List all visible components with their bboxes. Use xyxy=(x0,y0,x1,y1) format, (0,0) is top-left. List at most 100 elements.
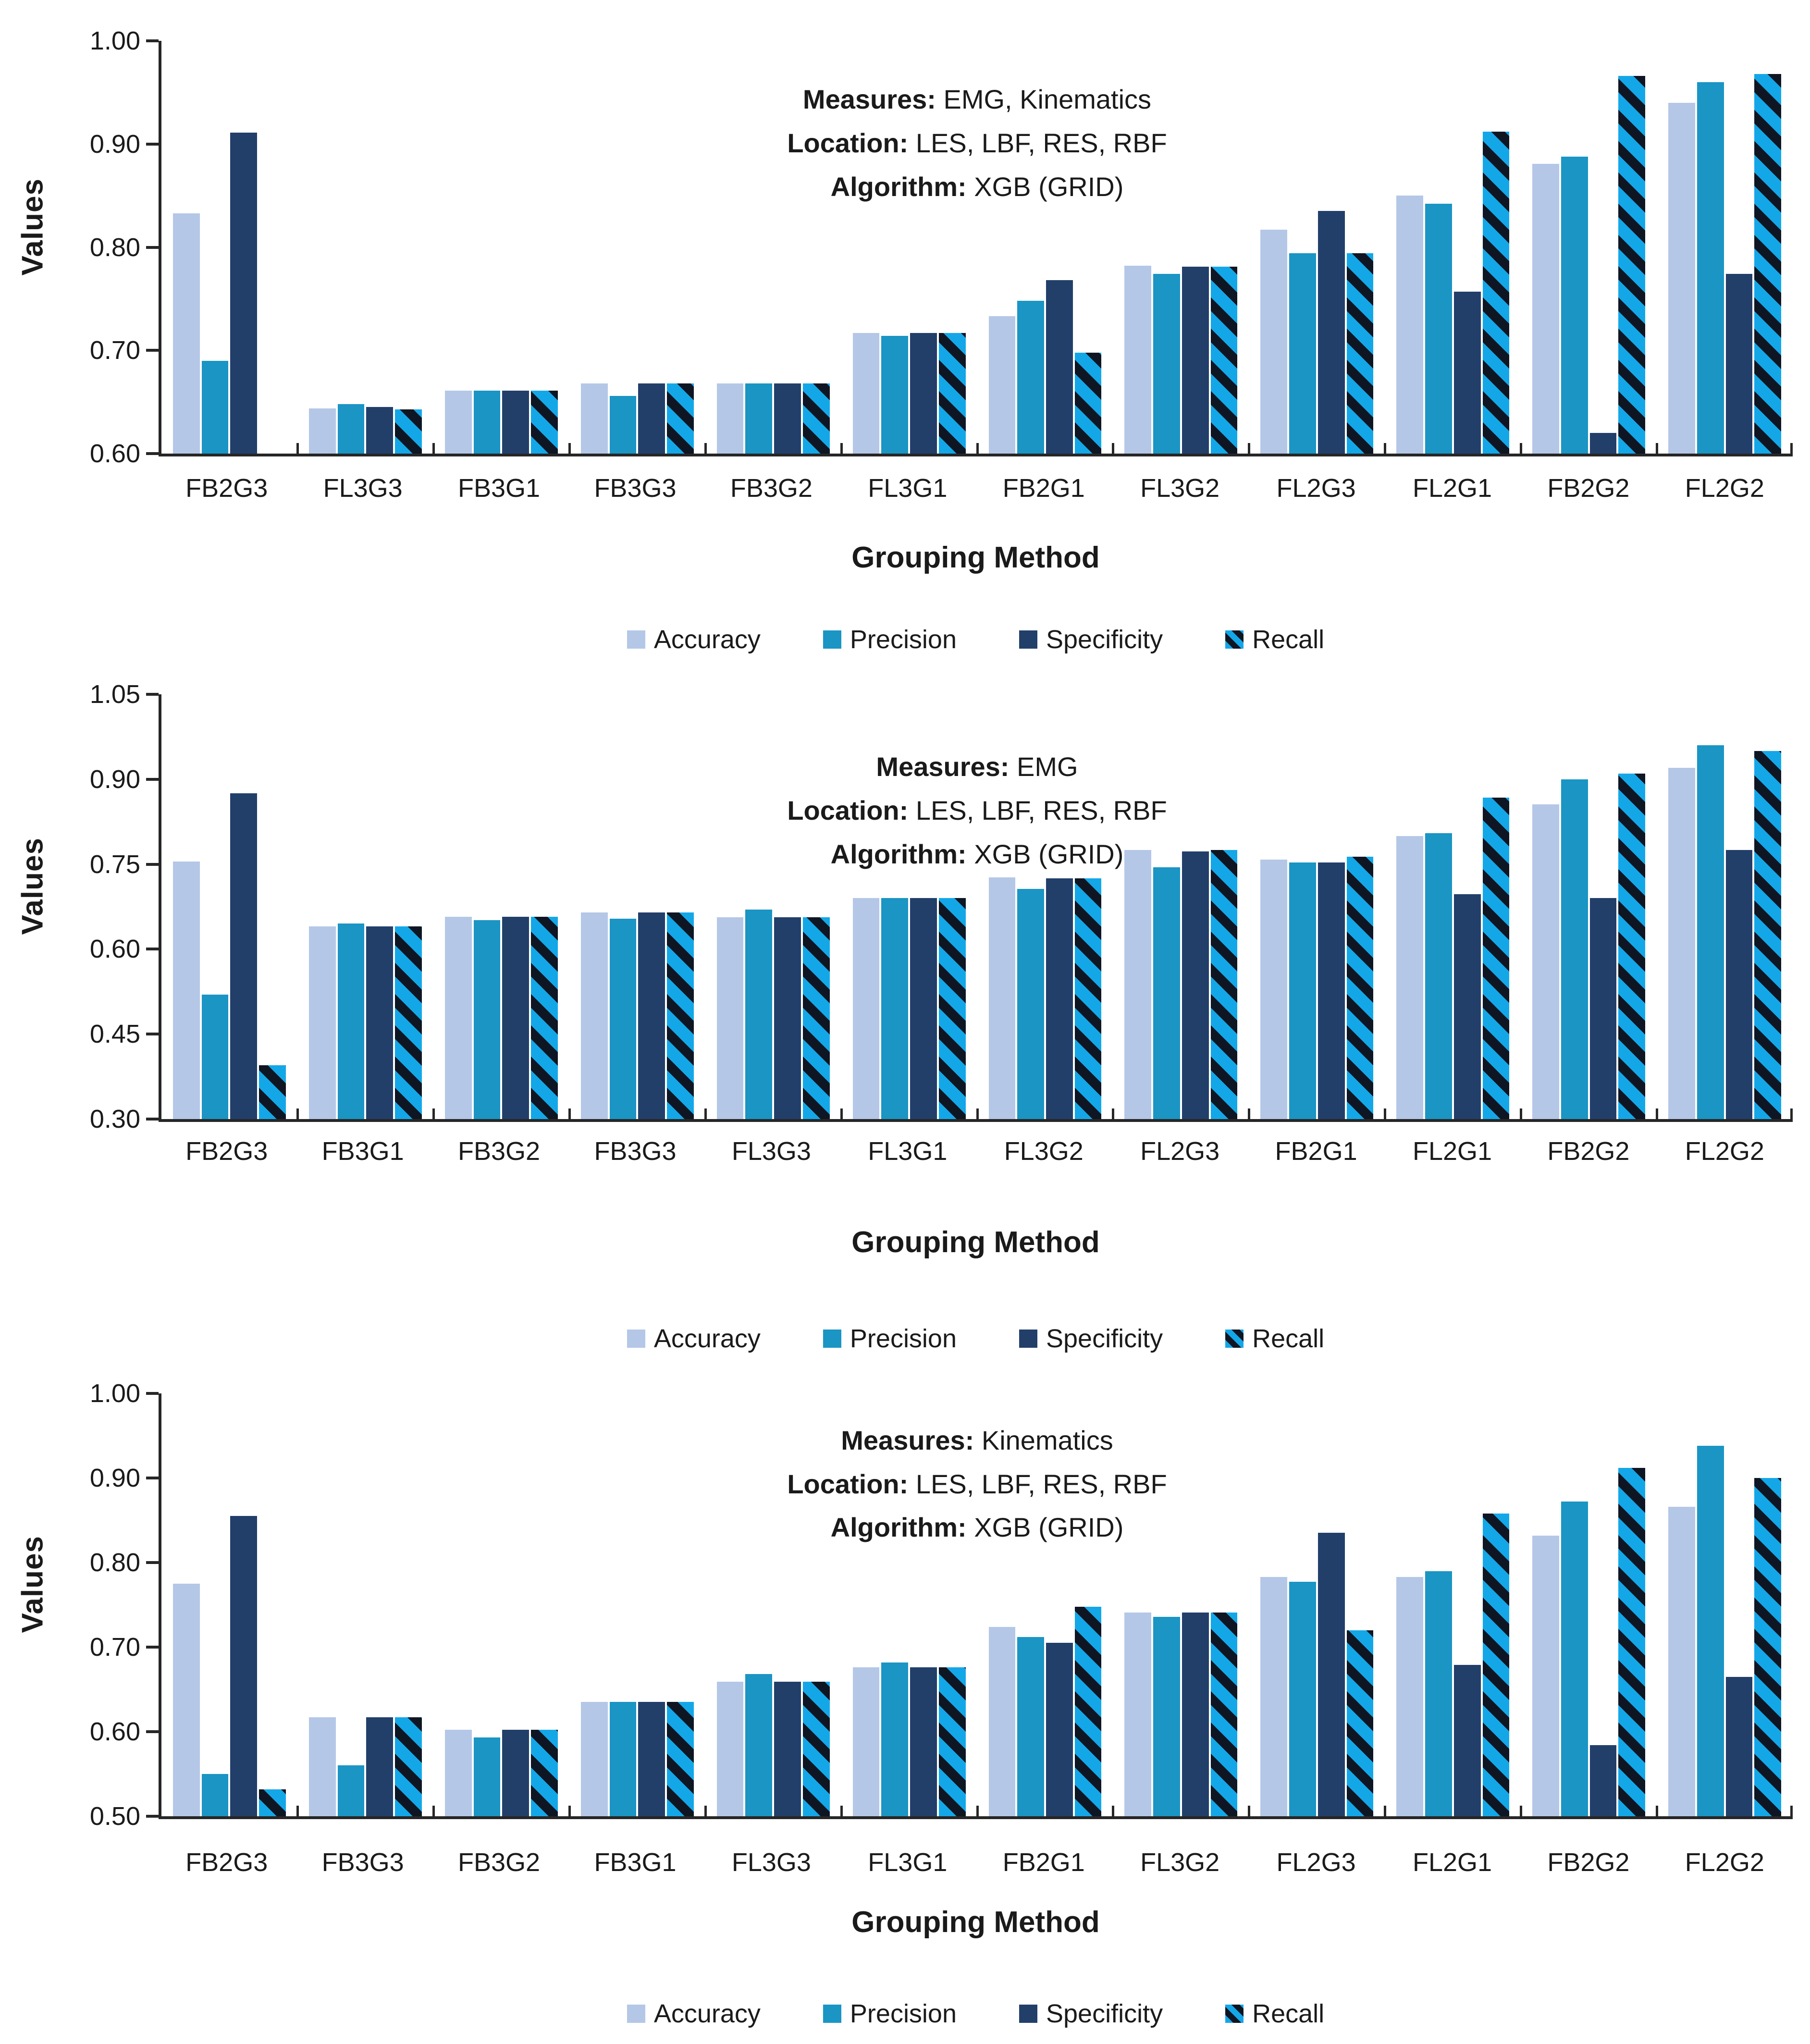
x-category-labels: FB2G3 FL3G3 FB3G1 FB3G3 FB3G2 FL3G1 FB2G1 FL3G2… xyxy=(159,473,1793,503)
bar-group-fb2g3 xyxy=(161,1393,297,1816)
bar-fl2g3-specificity xyxy=(1317,1533,1345,1816)
annotation-label: Algorithm: xyxy=(830,838,974,869)
bar-fb3g3-specificity xyxy=(366,1717,394,1816)
bar-fl3g3-recall xyxy=(802,917,830,1119)
x-category-label: FB2G3 xyxy=(185,474,268,503)
legend-label: Recall xyxy=(1252,1324,1325,1353)
x-axis-tick xyxy=(1384,1806,1387,1816)
x-category-label: FL3G3 xyxy=(731,1848,811,1877)
x-axis-tick xyxy=(1112,443,1115,454)
bar-fb3g3-precision xyxy=(609,395,637,454)
bar-fb2g3-specificity xyxy=(230,793,258,1119)
legend-label: Precision xyxy=(850,1324,957,1353)
x-category-label: FL2G1 xyxy=(1412,1848,1492,1877)
bar-fb2g2-precision xyxy=(1561,1502,1588,1816)
annotation-value: XGB (GRID) xyxy=(974,171,1124,202)
bar-fb3g3-accuracy xyxy=(580,912,608,1119)
x-category-label: FL2G1 xyxy=(1412,1137,1492,1166)
x-category-label: FL3G1 xyxy=(868,1137,948,1166)
bar-fb2g1-recall xyxy=(1074,1606,1102,1816)
y-tick-label: 0.50 xyxy=(89,1802,140,1831)
annotation-line: Location: LES, LBF, RES, RBF xyxy=(787,789,1167,833)
bar-fb3g3-specificity xyxy=(638,383,665,454)
bar-group-fb3g3 xyxy=(569,41,705,454)
bar-fl3g1-accuracy xyxy=(852,332,880,454)
x-axis-tick xyxy=(296,443,299,454)
bar-groups xyxy=(161,41,1793,454)
bar-fl2g1-recall xyxy=(1482,1513,1510,1816)
bar-group-fl2g1 xyxy=(1385,1393,1521,1816)
bar-fl2g2-recall xyxy=(1754,74,1782,454)
legend-item-recall: Recall xyxy=(1225,1324,1324,1354)
bar-fb3g1-accuracy xyxy=(444,391,472,454)
x-category-label: FL2G2 xyxy=(1685,1848,1764,1877)
bar-group-fb3g2 xyxy=(705,41,841,454)
bar-fl3g3-precision xyxy=(337,404,365,454)
annotation-line: Measures: EMG xyxy=(787,745,1167,789)
bar-fl2g1-accuracy xyxy=(1396,836,1424,1119)
bar-fb3g2-recall xyxy=(802,383,830,454)
legend-label: Specificity xyxy=(1046,625,1163,654)
x-axis-title: Grouping Method xyxy=(851,1906,1100,1939)
bar-fb3g2-specificity xyxy=(774,383,801,454)
bar-group-fb3g1 xyxy=(433,41,569,454)
legend-swatch-recall xyxy=(1225,2005,1244,2023)
x-category-labels: FB2G3 FB3G1 FB3G2 FB3G3 FL3G3 FL3G1 FL3G2 FL2G3… xyxy=(159,1136,1793,1166)
x-axis-tick xyxy=(704,1108,707,1119)
bar-fb2g1-precision xyxy=(1017,301,1044,454)
bar-fb2g2-recall xyxy=(1618,1467,1646,1816)
x-category-label: FL3G1 xyxy=(868,1848,948,1877)
bar-fl3g2-specificity xyxy=(1046,878,1073,1119)
y-tick-label: 0.45 xyxy=(89,1020,140,1049)
bar-fb2g2-recall xyxy=(1618,76,1646,454)
y-tick-label: 0.90 xyxy=(89,764,140,794)
bar-fb3g3-recall xyxy=(395,1717,422,1816)
bar-fl3g2-specificity xyxy=(1182,267,1209,454)
legend-label: Accuracy xyxy=(653,1324,761,1353)
bar-group-fb2g1 xyxy=(977,41,1113,454)
x-axis-tick xyxy=(1384,1108,1387,1119)
x-axis-tick xyxy=(1520,443,1523,454)
bar-fl3g1-specificity xyxy=(910,898,937,1119)
y-axis-tick xyxy=(146,142,159,146)
bar-fb3g2-accuracy xyxy=(444,917,472,1119)
x-category-label: FB3G1 xyxy=(594,1848,677,1877)
annotation-label: Location: xyxy=(787,795,916,825)
x-category-label: FL2G2 xyxy=(1685,1137,1764,1166)
y-axis-tick xyxy=(146,1477,159,1479)
bar-fb3g3-precision xyxy=(337,1765,365,1816)
annotation-label: Location: xyxy=(787,1468,916,1499)
bar-fl3g2-recall xyxy=(1210,267,1238,454)
y-tick-label: 1.00 xyxy=(89,26,140,55)
y-tick-label: 0.60 xyxy=(89,1717,140,1746)
x-axis-tick xyxy=(840,1108,843,1119)
bar-fl3g2-specificity xyxy=(1182,1612,1209,1816)
bar-fb3g2-precision xyxy=(473,920,501,1119)
y-axis-tick xyxy=(146,948,159,951)
y-tick-label: 1.00 xyxy=(89,1379,140,1408)
bar-fl3g2-accuracy xyxy=(1124,266,1152,454)
annotation-label: Location: xyxy=(787,128,916,159)
x-category-label: FB2G1 xyxy=(1002,1848,1085,1877)
y-axis-tick xyxy=(146,452,159,455)
bar-group-fb2g3 xyxy=(161,694,297,1119)
x-axis-tick xyxy=(1790,1806,1793,1816)
legend-swatch-accuracy xyxy=(627,1330,645,1348)
bar-fb2g2-specificity xyxy=(1589,898,1617,1119)
legend-item-accuracy: Accuracy xyxy=(627,1999,761,2029)
bar-fl3g3-recall xyxy=(395,409,422,454)
annotation-value: LES, LBF, RES, RBF xyxy=(915,128,1167,159)
x-axis-tick xyxy=(976,443,979,454)
x-axis-tick xyxy=(568,1108,571,1119)
x-axis-tick xyxy=(1248,443,1251,454)
y-axis-title: Values xyxy=(16,1536,49,1633)
bar-fb2g2-specificity xyxy=(1589,1745,1617,1816)
legend-item-specificity: Specificity xyxy=(1019,625,1163,654)
bar-fl2g1-precision xyxy=(1425,833,1452,1119)
bar-fl2g2-accuracy xyxy=(1668,1506,1695,1816)
bar-groups xyxy=(161,694,1793,1119)
bar-fb3g2-recall xyxy=(531,1730,558,1816)
bar-fl2g1-precision xyxy=(1425,1571,1452,1816)
bar-group-fl3g2 xyxy=(977,694,1113,1119)
bar-fb3g2-precision xyxy=(745,383,773,454)
